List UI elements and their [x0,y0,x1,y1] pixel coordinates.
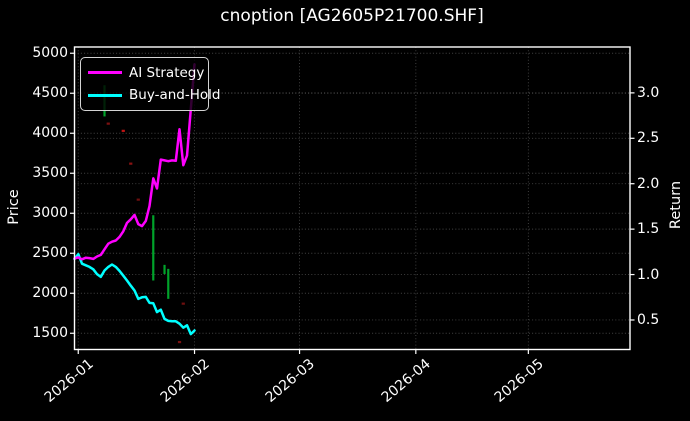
trade-marker [106,122,110,125]
trade-marker [136,198,140,201]
y-tick-label-price: 2500 [32,245,68,262]
legend-label-buy-and-hold: Buy-and-Hold [129,87,221,104]
legend-label-ai-strategy: AI Strategy [129,64,205,81]
series-line-ai-strategy [73,63,196,261]
series-line-buy-and-hold [73,252,196,336]
legend: AI Strategy Buy-and-Hold [80,57,220,111]
y-tick-label-price: 3000 [32,205,68,222]
trade-marker [121,129,125,132]
y-tick-label-price: 5000 [32,45,68,62]
y-tick-label-return: 1.0 [637,266,660,283]
y-tick-label-price: 1500 [32,325,68,342]
y-tick-label-price: 4500 [32,85,68,102]
y-tick-label-return: 3.0 [637,84,660,101]
legend-item-ai-strategy: AI Strategy [88,63,205,83]
legend-line-swatch-buy-and-hold [88,93,122,97]
legend-line-swatch-ai-strategy [88,71,122,75]
y-tick-label-return: 1.5 [637,221,660,238]
y-tick-label-price: 2000 [32,285,68,302]
y-tick-label-price: 3500 [32,165,68,182]
trade-marker [181,302,185,305]
y-tick-label-price: 4000 [32,125,68,142]
legend-item-buy-and-hold: Buy-and-Hold [88,85,220,105]
y-tick-label-return: 2.5 [637,130,660,147]
y-tick-label-return: 2.0 [637,175,660,192]
trade-marker [129,162,133,165]
chart-title: cnoption [AG2605P21700.SHF] [220,6,484,26]
y-tick-label-return: 0.5 [637,311,660,328]
trade-marker [177,340,182,344]
y-axis-label-price: Price [6,189,22,225]
y-axis-label-return: Return [668,180,684,230]
axes-frame [73,46,631,351]
